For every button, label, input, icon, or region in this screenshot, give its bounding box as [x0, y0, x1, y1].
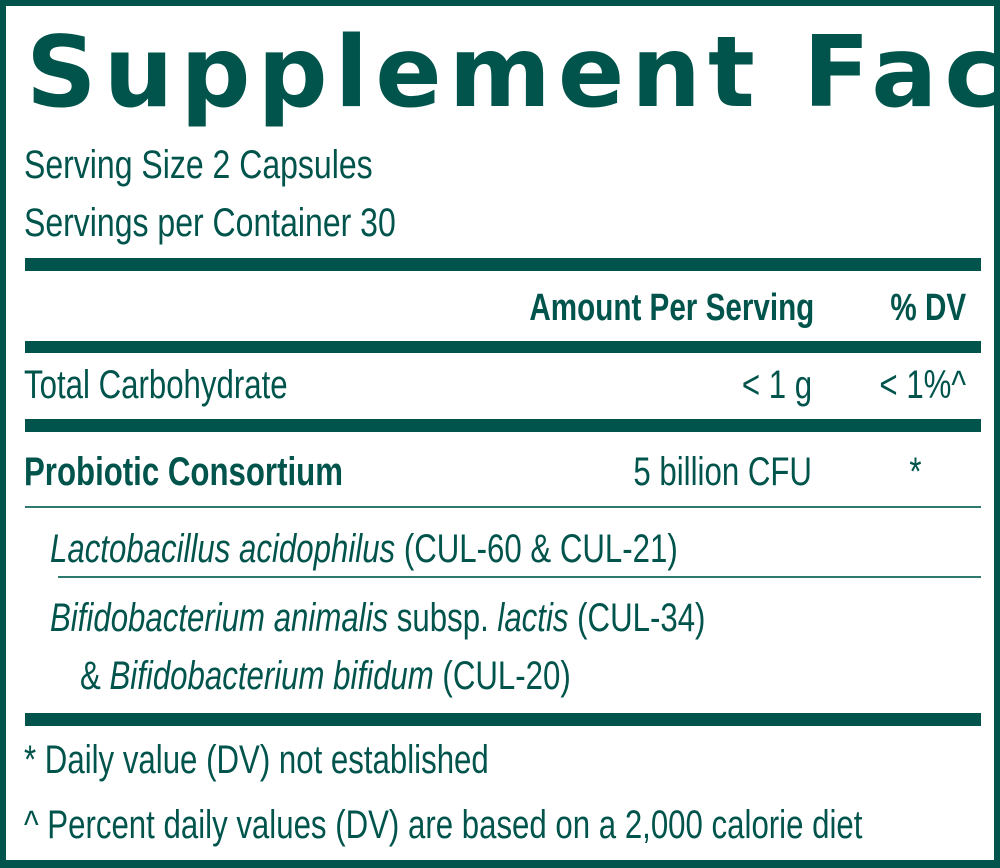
strain-species: Bifidobacterium bifidum	[109, 654, 434, 698]
strain-subspecies: lactis	[497, 596, 569, 640]
nutrient-dv: *	[909, 450, 922, 494]
panel-title: Supplement Facts	[26, 16, 1000, 130]
strain-subsp: subsp.	[388, 596, 498, 640]
divider-thick	[25, 419, 981, 432]
strain-codes: (CUL-20)	[433, 654, 571, 698]
strain-line: Bifidobacterium animalis subsp. lactis (…	[50, 596, 705, 640]
strain-species: Bifidobacterium animalis	[50, 596, 389, 640]
divider-thin	[25, 506, 981, 508]
nutrient-amount: 5 billion CFU	[633, 450, 812, 494]
nutrient-name: Probiotic Consortium	[24, 450, 343, 494]
strain-codes: (CUL-34)	[568, 596, 706, 640]
nutrient-dv: < 1%^	[879, 363, 966, 407]
nutrient-name: Total Carbohydrate	[24, 363, 288, 407]
strain-species: Lactobacillus acidophilus	[50, 527, 396, 571]
column-header-dv: % DV	[890, 287, 966, 329]
column-header-amount: Amount Per Serving	[529, 287, 814, 329]
divider-thick	[25, 258, 981, 271]
footnote: * Daily value (DV) not established	[24, 738, 489, 782]
strain-ampersand: &	[80, 654, 110, 698]
divider-thick	[25, 341, 981, 353]
divider-thin	[58, 576, 981, 578]
footnote: ^ Percent daily values (DV) are based on…	[24, 803, 863, 847]
strain-line: Lactobacillus acidophilus (CUL-60 & CUL-…	[50, 527, 678, 571]
serving-size: Serving Size 2 Capsules	[24, 143, 373, 187]
divider-thick	[25, 713, 981, 726]
strain-codes: (CUL-60 & CUL-21)	[395, 527, 678, 571]
strain-line: & Bifidobacterium bifidum (CUL-20)	[80, 654, 571, 698]
servings-per-container: Servings per Container 30	[24, 201, 396, 245]
nutrient-amount: < 1 g	[741, 363, 812, 407]
